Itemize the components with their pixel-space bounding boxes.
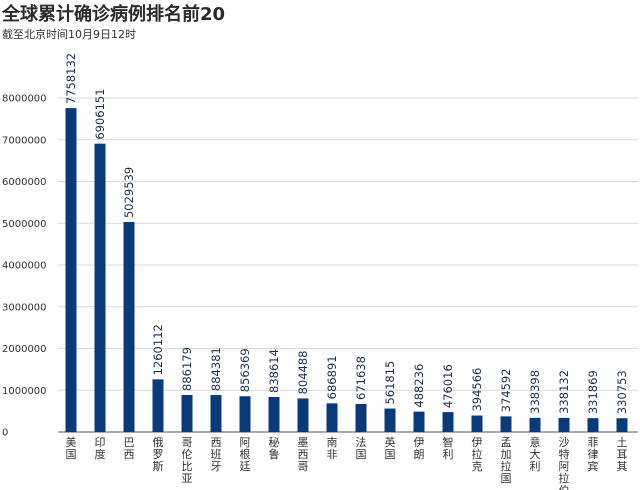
data-label: 884381 (209, 347, 223, 391)
data-label: 1260112 (151, 324, 165, 375)
y-tick-label: 5000000 (2, 219, 47, 230)
bar (442, 412, 454, 432)
bar (152, 379, 164, 432)
y-tick-label: 3000000 (2, 302, 47, 313)
data-label: 6906151 (93, 88, 107, 139)
x-tick-label: 法国 (356, 435, 367, 461)
data-label: 804488 (296, 351, 310, 395)
x-tick-label: 美国 (66, 436, 77, 461)
x-tick-label: 菲律宾 (588, 436, 599, 473)
bar (94, 143, 106, 432)
x-tick-label: 墨西哥 (298, 436, 309, 473)
bar (268, 396, 280, 432)
data-label: 394566 (470, 368, 484, 412)
y-tick-label: 8000000 (2, 94, 47, 105)
bar (181, 395, 193, 432)
x-tick-label: 意大利 (530, 435, 541, 473)
data-label: 331869 (586, 370, 600, 414)
bar (123, 222, 135, 432)
bar (326, 403, 338, 432)
x-tick-label: 哥伦比亚 (182, 436, 193, 485)
data-label: 488236 (412, 364, 426, 408)
bar (500, 416, 512, 432)
bar (355, 403, 367, 432)
x-tick-label: 西班牙 (211, 436, 222, 473)
y-tick-label: 4000000 (2, 261, 47, 272)
bar (210, 395, 222, 432)
x-tick-label: 南非 (327, 436, 338, 461)
bar (529, 417, 541, 432)
y-tick-label: 6000000 (2, 177, 47, 188)
data-label: 686891 (325, 355, 339, 399)
data-label: 671638 (354, 356, 368, 400)
x-tick-label: 沙特阿拉伯 (559, 436, 570, 490)
data-label: 338398 (528, 370, 542, 414)
x-tick-label: 伊拉克 (472, 436, 483, 473)
data-label: 7758132 (64, 53, 78, 104)
bar (558, 417, 570, 432)
bar (413, 411, 425, 432)
x-tick-label: 印度 (95, 436, 106, 461)
data-label: 856369 (238, 348, 252, 392)
x-tick-label: 土耳其 (617, 436, 628, 473)
data-label: 5029539 (122, 167, 136, 218)
data-label: 886179 (180, 347, 194, 391)
x-tick-label: 秘鲁 (269, 435, 280, 461)
x-tick-label: 俄罗斯 (153, 436, 164, 473)
data-label: 330753 (615, 370, 629, 414)
y-tick-label: 2000000 (2, 344, 47, 355)
bar (471, 415, 483, 432)
data-label: 374592 (499, 368, 513, 412)
bar (384, 408, 396, 432)
x-tick-label: 伊朗 (414, 436, 425, 461)
bar (616, 418, 628, 432)
x-tick-label: 孟加拉国 (501, 436, 512, 485)
data-label: 838614 (267, 349, 281, 393)
data-label: 476016 (441, 364, 455, 408)
x-tick-label: 巴西 (124, 436, 135, 461)
data-label: 561815 (383, 361, 397, 405)
bar (297, 398, 309, 432)
data-label: 338132 (557, 370, 571, 414)
y-tick-label: 7000000 (2, 135, 47, 146)
chart-title: 全球累计确诊病例排名前20 (2, 4, 226, 25)
x-tick-label: 英国 (385, 435, 396, 461)
x-tick-label: 阿根廷 (240, 436, 251, 473)
y-tick-label: 1000000 (2, 386, 47, 397)
bar (239, 396, 251, 432)
y-tick-label: 0 (2, 428, 8, 439)
bar (587, 418, 599, 432)
bar (65, 108, 77, 432)
chart-subtitle: 截至北京时间10月9日12时 (2, 28, 136, 41)
x-tick-label: 智利 (443, 435, 454, 461)
